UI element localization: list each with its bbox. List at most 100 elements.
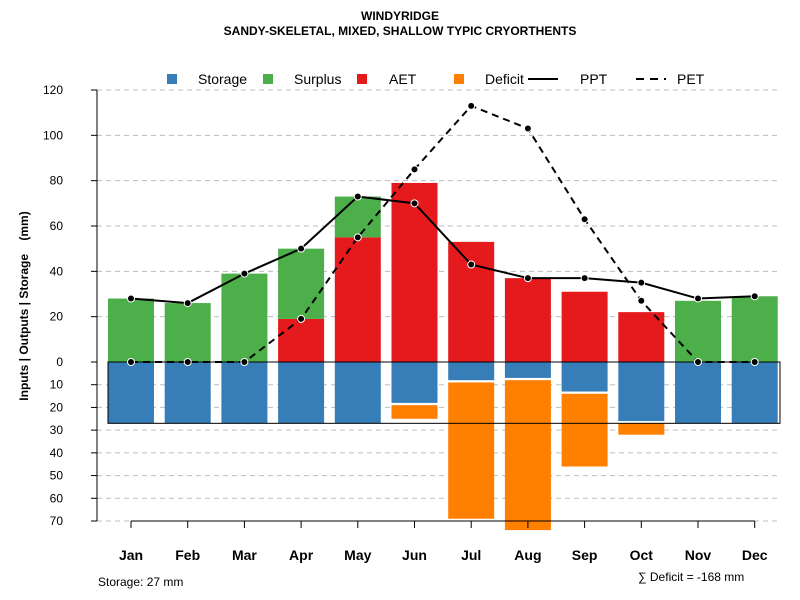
bar-storage-jul	[448, 362, 495, 381]
bar-surplus-jan	[108, 298, 154, 362]
x-tick-label-feb: Feb	[175, 547, 200, 563]
bar-surplus-nov	[675, 300, 721, 362]
legend-swatch-surplus	[263, 74, 273, 84]
y-tick-label: 120	[43, 83, 63, 97]
ppt-point-oct	[637, 278, 646, 287]
pet-point-may	[353, 233, 362, 242]
x-tick-label-jun: Jun	[402, 547, 427, 563]
storage-capacity-box	[107, 361, 781, 424]
x-tick-label-may: May	[344, 547, 371, 563]
y-tick-label: 20	[50, 310, 64, 324]
pet-point-sep	[580, 215, 589, 224]
storage-note: Storage: 27 mm	[98, 575, 184, 589]
bar-storage-jun	[391, 362, 438, 403]
legend-label-deficit: Deficit	[485, 71, 524, 87]
bar-aet-oct	[618, 312, 665, 362]
ppt-point-mar	[240, 269, 249, 278]
ppt-point-dec	[750, 292, 759, 301]
ppt-point-aug	[523, 274, 532, 283]
bar-deficit-sep	[561, 393, 608, 467]
ppt-point-feb	[183, 299, 192, 308]
pet-point-jun	[410, 165, 419, 174]
bar-aet-aug	[504, 278, 551, 362]
pet-point-dec	[750, 358, 759, 366]
legend-swatch-deficit	[454, 74, 464, 84]
bar-deficit-aug	[504, 380, 551, 531]
bar-deficit-jul	[448, 382, 495, 519]
ppt-point-sep	[580, 274, 589, 283]
chart-subtitle: SANDY-SKELETAL, MIXED, SHALLOW TYPIC CRY…	[223, 24, 577, 38]
bar-storage-dec	[731, 362, 778, 424]
bar-aet-jul	[448, 241, 495, 362]
pet-point-mar	[240, 358, 249, 366]
bar-aet-apr	[278, 318, 325, 362]
ppt-point-jan	[127, 294, 135, 303]
x-tick-label-jan: Jan	[119, 547, 143, 563]
ppt-point-nov	[694, 294, 702, 303]
pet-line	[131, 104, 755, 363]
bar-surplus-dec	[731, 296, 778, 362]
pet-point-jan	[127, 358, 135, 366]
pet-point-feb	[183, 358, 192, 366]
pet-point-apr	[297, 314, 306, 323]
bar-storage-jan	[108, 362, 154, 424]
bar-surplus-feb	[164, 303, 211, 362]
bar-deficit-oct	[618, 423, 665, 435]
bar-deficit-jun	[391, 405, 438, 419]
y-tick-label: 60	[50, 491, 64, 505]
x-tick-label-mar: Mar	[232, 547, 257, 563]
bar-storage-nov	[675, 362, 721, 424]
ppt-point-apr	[297, 244, 306, 253]
legend-label-ppt: PPT	[580, 71, 608, 87]
bar-storage-mar	[221, 362, 268, 424]
x-tick-label-sep: Sep	[572, 547, 598, 563]
x-tick-label-nov: Nov	[685, 547, 712, 563]
legend-label-surplus: Surplus	[294, 71, 341, 87]
bar-surplus-apr	[278, 248, 325, 319]
bar-storage-oct	[618, 362, 665, 422]
y-tick-label: 10	[50, 378, 64, 392]
y-tick-label: 70	[50, 514, 64, 528]
x-tick-label-apr: Apr	[289, 547, 314, 563]
deficit-note: ∑ Deficit = -168 mm	[638, 570, 745, 584]
bar-surplus-mar	[221, 273, 268, 362]
legend-label-pet: PET	[677, 71, 705, 87]
pet-point-oct	[637, 296, 646, 305]
y-tick-label: 50	[50, 469, 64, 483]
bar-aet-may	[334, 237, 381, 362]
y-axis-label: Inputs | Outputs | Storage (mm)	[17, 211, 31, 400]
ppt-point-jul	[467, 260, 476, 269]
bar-storage-aug	[504, 362, 551, 378]
y-tick-label: 40	[50, 446, 64, 460]
x-tick-label-oct: Oct	[630, 547, 654, 563]
legend-swatch-storage	[167, 74, 177, 84]
ppt-point-may	[353, 192, 362, 201]
y-tick-label: 40	[50, 264, 64, 278]
bar-storage-feb	[164, 362, 211, 424]
pet-point-jul	[467, 101, 476, 110]
bar-storage-may	[334, 362, 381, 424]
legend-label-storage: Storage	[198, 71, 247, 87]
bar-surplus-may	[334, 196, 381, 238]
pet-point-nov	[694, 358, 702, 366]
pet-point-aug	[523, 124, 532, 133]
legend-swatch-aet	[357, 74, 367, 84]
bar-aet-jun	[391, 182, 438, 362]
ppt-point-jun	[410, 199, 419, 208]
x-tick-label-jul: Jul	[461, 547, 481, 563]
y-tick-label: 80	[50, 174, 64, 188]
x-tick-label-aug: Aug	[514, 547, 541, 563]
ppt-line	[130, 195, 755, 305]
bar-storage-apr	[278, 362, 325, 424]
y-tick-label: 60	[50, 219, 64, 233]
legend-label-aet: AET	[389, 71, 417, 87]
y-tick-label: 0	[56, 355, 63, 369]
y-tick-label: 100	[43, 128, 63, 142]
chart-title: WINDYRIDGE	[361, 9, 439, 23]
bar-aet-sep	[561, 291, 608, 362]
x-tick-label-dec: Dec	[742, 547, 768, 563]
y-tick-label: 20	[50, 400, 64, 414]
bar-storage-sep	[561, 362, 608, 392]
y-tick-label: 30	[50, 423, 64, 437]
